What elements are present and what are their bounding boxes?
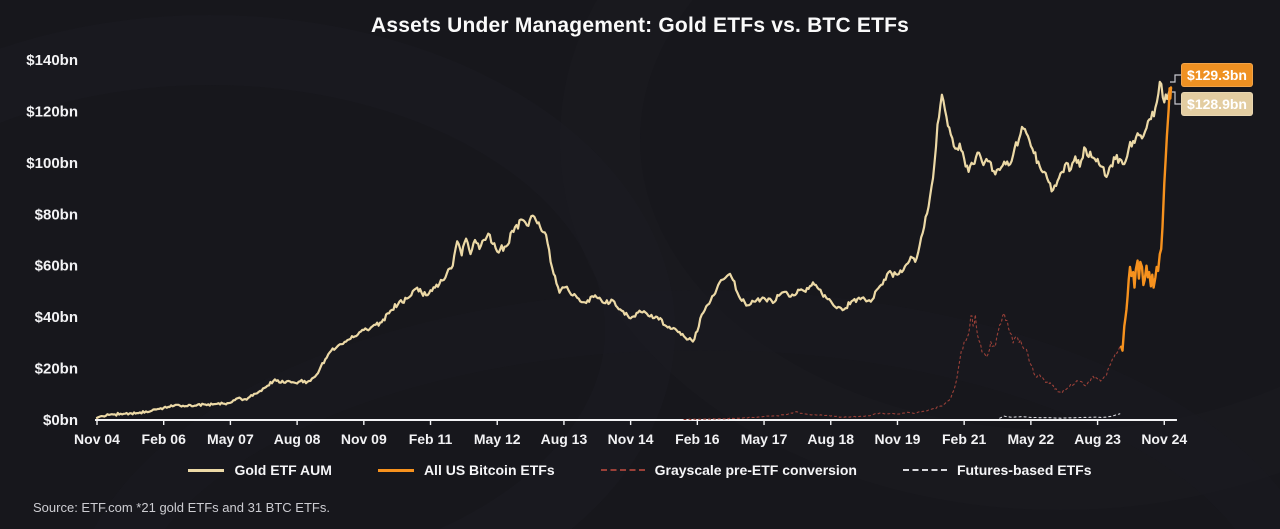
svg-text:$40bn: $40bn [35, 309, 78, 326]
bitcoin-line-swatch-icon [377, 468, 414, 472]
gold-value-badge: $128.9bn [1181, 92, 1253, 116]
svg-text:May 17: May 17 [741, 431, 788, 447]
svg-text:$120bn: $120bn [26, 103, 78, 120]
svg-text:Aug 08: Aug 08 [274, 431, 321, 447]
series-lines [95, 80, 1173, 421]
svg-text:Nov 04: Nov 04 [74, 431, 120, 447]
gold-line-swatch-icon [188, 468, 225, 472]
btc-value-label: $129.3bn [1187, 67, 1247, 83]
svg-text:Nov 14: Nov 14 [608, 431, 654, 447]
svg-text:$60bn: $60bn [35, 258, 78, 275]
svg-text:$20bn: $20bn [35, 361, 78, 378]
legend-label-bitcoin: All US Bitcoin ETFs [423, 462, 555, 478]
svg-text:Aug 23: Aug 23 [1074, 431, 1121, 447]
legend-label-futures: Futures-based ETFs [956, 462, 1092, 478]
svg-text:May 07: May 07 [207, 431, 254, 447]
legend-item-grayscale: Grayscale pre-ETF conversion [600, 462, 857, 478]
svg-text:$100bn: $100bn [26, 155, 78, 172]
svg-text:Feb 11: Feb 11 [409, 431, 453, 447]
svg-text:Aug 13: Aug 13 [541, 431, 588, 447]
btc-value-badge: $129.3bn [1181, 63, 1253, 87]
legend-item-futures: Futures-based ETFs [902, 462, 1092, 478]
legend-item-bitcoin: All US Bitcoin ETFs [377, 462, 555, 478]
legend-label-gold: Gold ETF AUM [234, 462, 332, 478]
svg-text:$0bn: $0bn [43, 412, 78, 429]
legend-label-grayscale: Grayscale pre-ETF conversion [654, 462, 857, 478]
gold-value-label: $128.9bn [1187, 96, 1247, 112]
chart-title: Assets Under Management: Gold ETFs vs. B… [371, 14, 909, 37]
futures-line-swatch-icon [902, 469, 947, 471]
svg-text:Feb 21: Feb 21 [942, 431, 987, 447]
svg-text:Nov 09: Nov 09 [341, 431, 387, 447]
svg-text:Feb 06: Feb 06 [142, 431, 187, 447]
chart-legend: Gold ETF AUM All US Bitcoin ETFs Graysca… [0, 462, 1280, 478]
legend-item-gold: Gold ETF AUM [188, 462, 332, 478]
svg-text:May 12: May 12 [474, 431, 521, 447]
svg-text:Nov 19: Nov 19 [874, 431, 920, 447]
svg-text:Aug 18: Aug 18 [807, 431, 854, 447]
svg-text:May 22: May 22 [1008, 431, 1055, 447]
svg-text:$140bn: $140bn [26, 52, 78, 69]
y-axis-labels: $0bn $20bn $40bn $60bn $80bn $100bn $120bn $140… [26, 52, 78, 429]
source-note: Source: ETF.com *21 gold ETFs and 31 BTC… [33, 500, 330, 515]
svg-text:Feb 16: Feb 16 [675, 431, 720, 447]
x-axis-labels: Nov 04 Feb 06 May 07 Aug 08 Nov 09 Feb 11 May … [74, 420, 1187, 447]
grayscale-line-swatch-icon [600, 469, 645, 471]
svg-text:$80bn: $80bn [35, 206, 78, 223]
svg-text:Nov 24: Nov 24 [1141, 431, 1187, 447]
callout-connectors [1170, 74, 1181, 105]
